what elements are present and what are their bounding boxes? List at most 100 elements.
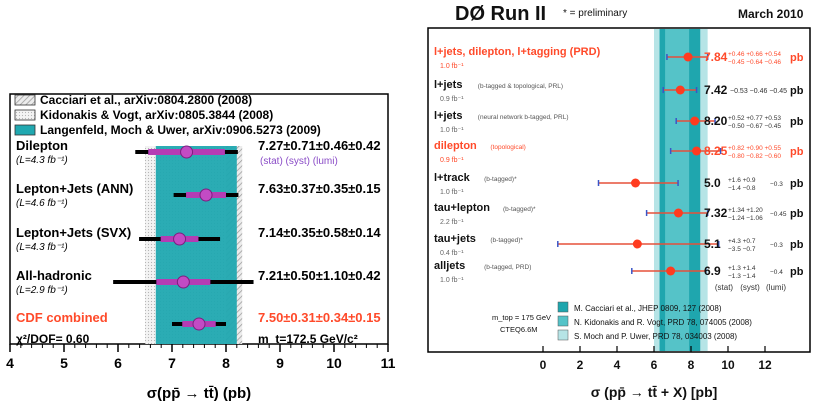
row-label: l+jets [434,79,462,91]
data-point [631,178,640,188]
data-point [176,275,190,289]
x-axis-label: σ(pp̄ → tt̄) (pb) [147,385,251,402]
chart-date: March 2010 [738,7,804,21]
row-tag: (b-tagged)* [503,206,536,213]
row-label: alljets [434,260,465,272]
row-label: dilepton [434,140,477,152]
row-err-last: −0.3 [770,181,783,188]
row-result: 7.14±0.35±0.58±0.14 [258,225,381,240]
row-err-down: −3.5 −0.7 [728,246,756,253]
legend-side-2: CTEQ6.6M [500,325,538,334]
legend-swatch-1 [14,94,36,106]
row-err-up: +0.46 +0.66 +0.54 [728,51,781,58]
row-label: Lepton+Jets (SVX) [16,225,131,240]
row-unit: pb [790,208,804,220]
x-tick-label: 6 [651,358,658,372]
row-extra: (stat) (syst) (lumi) [260,156,338,167]
legend-side-1: m_top = 175 GeV [492,313,551,322]
x-tick-label: 12 [758,358,772,372]
mass-note: m_t=172.5 GeV/c² [258,332,358,346]
plot-frame [427,27,811,353]
row-value: 8.20 [704,114,728,128]
title-note: * = preliminary [563,8,627,19]
x-tick-label: 9 [276,355,284,371]
row-unit: pb [790,266,804,278]
x-tick-label: 10 [326,355,342,371]
x-tick-label: 11 [381,355,396,371]
row-result: 7.21±0.50±1.10±0.42 [258,268,381,283]
legend-swatch-2 [14,109,36,121]
row-err-up: +4.3 +0.7 [728,238,756,245]
row-unit: pb [790,52,804,64]
row-unit: pb [790,146,804,158]
row-sub: 0.4 fb⁻¹ [440,250,464,257]
data-point [675,85,685,95]
row-err-up: +1.6 +0.9 [728,177,756,184]
row-value: 6.9 [704,264,721,278]
legend-swatch-2 [557,315,569,327]
legend-swatch-1 [557,301,569,313]
row-result: 7.50±0.31±0.34±0.15 [258,310,381,325]
row-unit: pb [790,116,804,128]
legend-swatch-3 [14,124,36,136]
row-lumi: (L=2.9 fb⁻¹) [16,285,68,296]
row-err-last: −0.3 [770,242,783,249]
legend-label-1: Cacciari et al., arXiv:0804.2800 (2008) [40,93,252,107]
row-err-up: +1.3 +1.4 [728,265,756,272]
row-lumi: (L=4.3 fb⁻¹) [16,242,68,253]
cdf-chart: Cacciari et al., arXiv:0804.2800 (2008)K… [6,93,396,402]
data-point [666,266,676,276]
row-label: tau+lepton [434,202,490,214]
row-tag: (b-tagged)* [484,176,517,183]
error-header: (lumi) [766,283,786,292]
row-tag: (neural network b-tagged, PRL) [478,114,569,121]
row-err-down: −0.50 −0.67 −0.45 [728,123,781,130]
error-header: (stat) [715,283,734,292]
row-label: Dilepton [16,138,68,153]
data-point [690,116,700,126]
row-value: 5.1 [704,237,721,251]
row-err-last: −0.45 [770,211,787,218]
row-label: tau+jets [434,233,476,245]
row-tag: (b-tagged, PRD) [484,264,531,271]
chi2-label: χ²/DOF= 0.60 [16,332,90,346]
row-sub: 1.0 fb⁻¹ [440,277,464,284]
row-sub: 0.9 fb⁻¹ [440,157,464,164]
row-err-down: −1.4 −0.8 [728,185,756,192]
row-label: l+track [434,172,471,184]
row-value: 7.32 [704,206,728,220]
chart-title: DØ Run II [455,3,546,25]
legend-label-2: N. Kidonakis and R. Vogt, PRD 78, 074005… [574,318,752,327]
x-tick-label: 7 [168,355,176,371]
theory-band-2 [665,29,690,351]
data-point [199,188,213,202]
legend-label-3: Langenfeld, Moch & Uwer, arXiv:0906.5273… [40,123,321,137]
x-tick-label: 8 [222,355,230,371]
row-value: 7.84 [704,50,728,64]
row-result: 7.27±0.71±0.46±0.42 [258,138,381,153]
row-unit: pb [790,239,804,251]
row-label: All-hadronic [16,268,92,283]
data-point [192,317,206,331]
x-tick-label: 4 [614,358,621,372]
legend-label-1: M. Cacciari et al., JHEP 0809, 127 (2008… [574,304,722,313]
row-sub: 1.0 fb⁻¹ [440,63,464,70]
row-err-down: −1.24 −1.06 [728,215,763,222]
row-tag: (b-tagged & topological, PRL) [478,83,563,90]
x-tick-label: 0 [540,358,547,372]
d0-chart: DØ Run II * = preliminary March 2010 l+jets… [427,3,811,400]
data-point [673,208,683,218]
row-err: −0.53 −0.46 −0.45 [730,88,787,95]
row-err-down: −1.3 −1.4 [728,273,756,280]
row-label: Lepton+Jets (ANN) [16,181,133,196]
row-lumi: (L=4.6 fb⁻¹) [16,198,68,209]
data-point [692,146,702,156]
row-label: l+jets [434,110,462,122]
row-err-up: +0.82 +0.90 +0.55 [728,145,781,152]
data-point [632,239,642,249]
row-result: 7.63±0.37±0.35±0.15 [258,181,381,196]
error-header: (syst) [740,283,760,292]
row-sub: 2.2 fb⁻¹ [440,219,464,226]
row-err-up: +0.52 +0.77 +0.53 [728,115,781,122]
row-err-down: −0.80 −0.82 −0.60 [728,153,781,160]
